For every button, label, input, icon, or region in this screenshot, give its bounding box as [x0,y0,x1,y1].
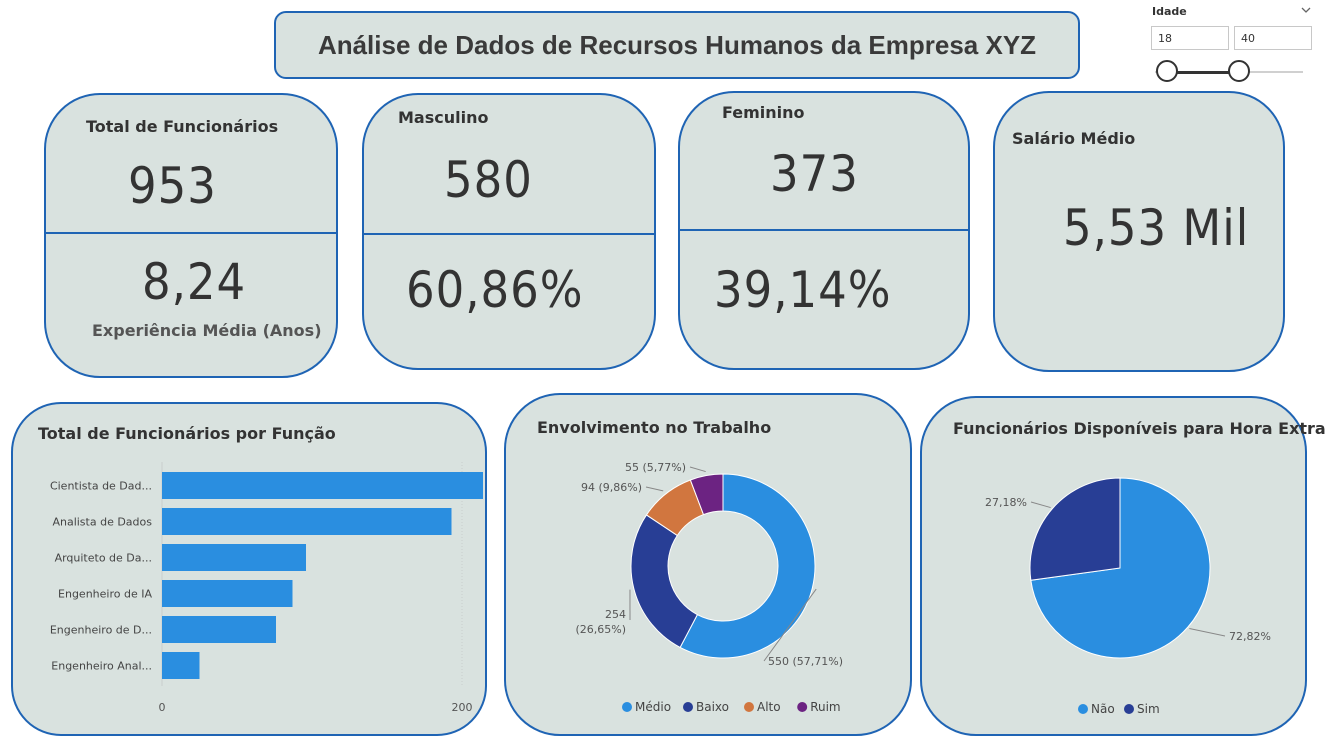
kpi-value: 580 [444,151,533,209]
age-min-input[interactable]: 18 [1151,26,1229,50]
legend-label[interactable]: Não [1091,702,1115,716]
data-label: 550 (57,71%) [768,655,843,668]
bar[interactable] [162,652,200,679]
kpi-label: Salário Médio [1012,129,1136,148]
legend-label[interactable]: Médio [635,700,671,714]
kpi-value: 953 [128,157,217,215]
data-label: 27,18% [985,496,1027,509]
leader-line [689,466,706,473]
slider-range [1168,71,1240,74]
kpi-card-male: Masculino 580 60,86% [362,93,656,370]
chart-card-job-involvement: Envolvimento no Trabalho 550 (57,71%) 254… [504,393,912,736]
pie-slice[interactable] [1029,477,1121,581]
chart-card-overtime: Funcionários Disponíveis para Hora Extra… [920,396,1326,736]
legend-label[interactable]: Ruim [810,700,840,714]
chart-title: Total de Funcionários por Função [38,424,336,443]
donut-slice[interactable] [689,473,724,516]
kpi-percent: 39,14% [714,261,892,319]
chart-title: Funcionários Disponíveis para Hora Extra [953,419,1326,438]
kpi-label: Masculino [398,108,489,127]
donut-slice[interactable] [679,473,816,659]
x-tick-label: 200 [452,701,473,714]
card-divider [680,229,968,231]
leader-line [763,588,817,662]
legend-marker [1124,704,1134,714]
kpi-card-avg-salary: Salário Médio 5,53 Mil [993,91,1285,372]
chart-title: Envolvimento no Trabalho [537,418,772,437]
kpi-value: 5,53 Mil [1063,199,1250,257]
bar[interactable] [162,508,452,535]
legend-marker [683,702,693,712]
legend-label[interactable]: Baixo [696,700,729,714]
legend-label[interactable]: Alto [757,700,781,714]
age-slicer[interactable]: Idade 18 40 [1150,2,1320,92]
data-label: 94 (9,86%) [581,481,642,494]
chart-card-employees-by-role: Total de Funcionários por Função 0200400… [11,402,487,736]
leader-line [645,486,664,492]
kpi-secondary-value: 8,24 [142,253,247,311]
bar[interactable] [162,616,276,643]
category-label: Engenheiro Anal... [51,660,152,673]
slider-min-handle[interactable] [1156,60,1178,82]
chevron-down-icon[interactable] [1300,5,1312,15]
kpi-card-total-employees: Total de Funcionários 953 8,24 Experiênc… [44,93,338,378]
legend-marker [1078,704,1088,714]
slider-max-handle[interactable] [1228,60,1250,82]
data-label: 72,82% [1229,630,1271,643]
pie-chart: 72,82% 27,18% Não Sim [985,477,1271,716]
age-max-input[interactable]: 40 [1234,26,1312,50]
kpi-percent: 60,86% [406,261,584,319]
kpi-label: Total de Funcionários [86,117,279,136]
category-label: Cientista de Dad... [50,480,152,493]
dashboard-title: Análise de Dados de Recursos Humanos da … [274,11,1080,79]
legend-marker [744,702,754,712]
kpi-label: Feminino [722,103,805,122]
slicer-label: Idade [1152,5,1187,18]
category-label: Engenheiro de IA [58,588,152,601]
category-label: Analista de Dados [52,516,152,529]
donut-chart: 550 (57,71%) 254 (26,65%) 94 (9,86%) 55 (5,7… [575,461,843,714]
card-divider [364,233,654,235]
bar-chart: 0200400Cientista de Dad...Analista de Da… [50,462,483,714]
kpi-card-female: Feminino 373 39,14% [678,91,970,370]
data-label: 254 [605,608,626,621]
category-label: Engenheiro de D... [50,624,152,637]
card-divider [46,232,336,234]
leader-line [1030,501,1051,509]
bar[interactable] [162,472,483,499]
data-label: (26,65%) [575,623,626,636]
bar[interactable] [162,580,293,607]
data-label: 55 (5,77%) [625,461,686,474]
legend-marker [622,702,632,712]
bar[interactable] [162,544,306,571]
kpi-secondary-label: Experiência Média (Anos) [92,321,322,340]
leader-line [1189,627,1226,637]
legend-label[interactable]: Sim [1137,702,1160,716]
category-label: Arquiteto de Da... [55,552,152,565]
legend-marker [797,702,808,712]
x-tick-label: 0 [159,701,166,714]
kpi-value: 373 [770,145,859,203]
donut-slice[interactable] [630,514,699,649]
